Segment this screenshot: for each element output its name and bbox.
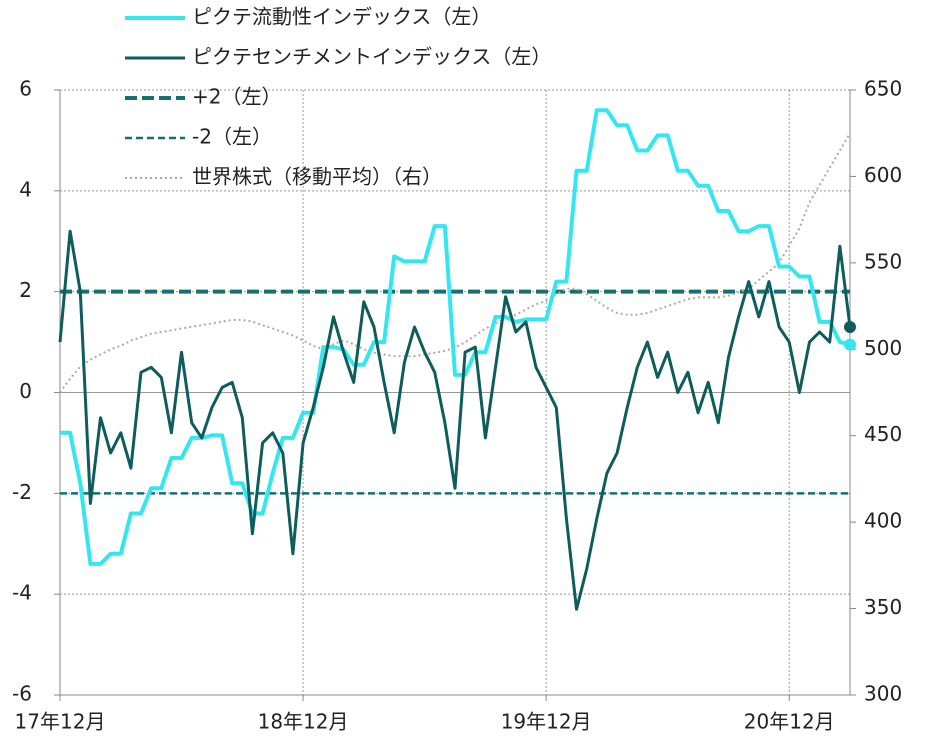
y-tick-label: -4 [12, 581, 32, 605]
legend-label: +2（左） [192, 85, 281, 109]
legend-label: ピクテセンチメントインデックス（左） [192, 45, 551, 69]
series-line [59, 132, 851, 394]
legend-label: -2（左） [192, 125, 272, 149]
legend-label: 世界株式（移動平均）（右） [192, 165, 442, 189]
y-tick-label: -2 [12, 480, 32, 504]
end-dot [844, 320, 856, 333]
y2-tick-label: 400 [864, 509, 902, 533]
y-tick-label: -6 [12, 682, 32, 706]
y2-tick-label: 650 [864, 77, 902, 101]
y2-tick-label: 350 [864, 595, 902, 619]
y-tick-label: 6 [19, 77, 32, 101]
series-line [60, 108, 851, 566]
series-line [58, 229, 852, 611]
x-tick-label: 19年12月 [501, 710, 592, 734]
x-tick-label: 17年12月 [15, 710, 106, 734]
y2-tick-label: 550 [864, 249, 902, 273]
y2-tick-label: 500 [864, 336, 902, 360]
y2-tick-label: 450 [864, 422, 902, 446]
legend-label: ピクテ流動性インデックス（左） [192, 5, 491, 29]
end-dot [844, 338, 856, 351]
x-tick-label: 20年12月 [744, 710, 835, 734]
y-tick-label: 2 [19, 278, 32, 302]
y-tick-label: 0 [19, 379, 32, 403]
y-tick-label: 4 [19, 177, 32, 201]
x-tick-label: 18年12月 [258, 710, 349, 734]
y2-tick-label: 300 [864, 682, 902, 706]
y2-tick-label: 600 [864, 163, 902, 187]
